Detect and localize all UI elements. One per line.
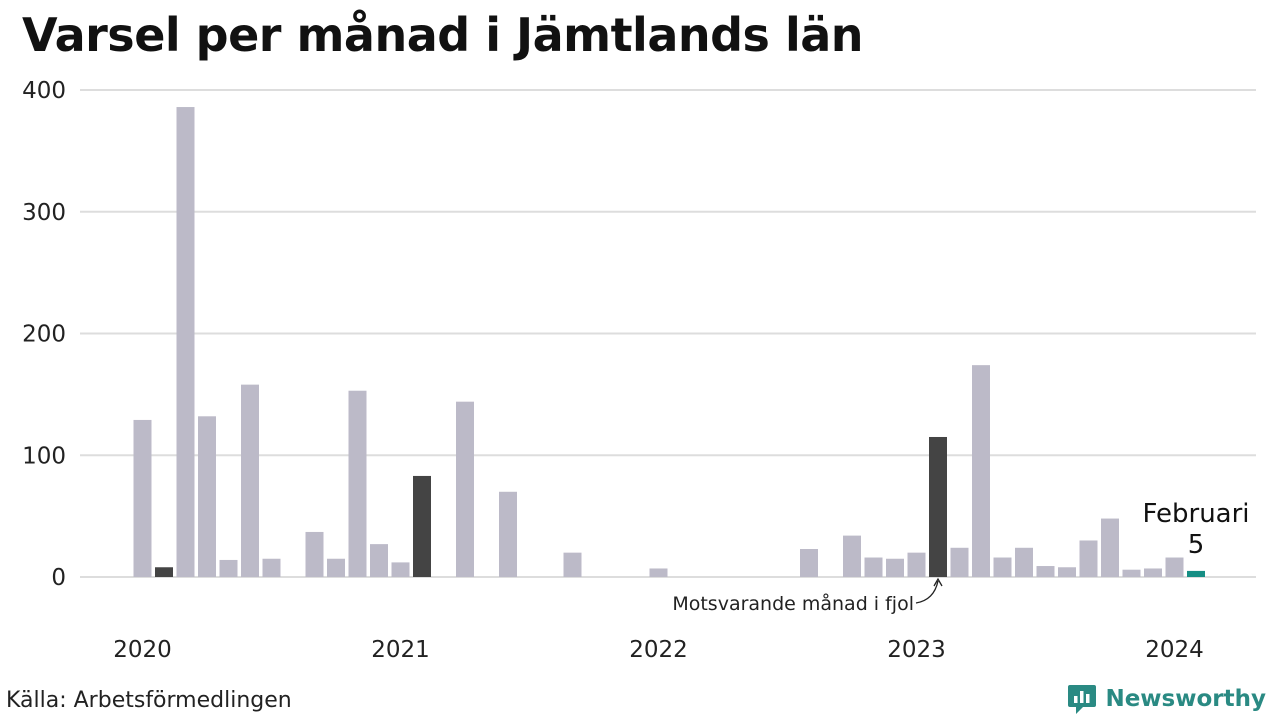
annotation-arrow-line xyxy=(915,580,939,604)
bar-2023-03 xyxy=(950,547,969,577)
x-tick-label: 2021 xyxy=(371,637,430,663)
bar-2020-09 xyxy=(305,531,324,577)
bar-2022-11 xyxy=(864,557,883,577)
x-tick-label: 2023 xyxy=(887,637,946,663)
bars xyxy=(133,107,1205,578)
bar-2023-04 xyxy=(972,365,990,577)
y-tick-label: 200 xyxy=(22,322,66,348)
x-axis-labels: 2020 2021 2022 2023 2024 xyxy=(113,637,1204,663)
bar-2021-06 xyxy=(499,491,517,577)
bar-2022-08 xyxy=(800,548,818,577)
brand-logo: Newsworthy xyxy=(1067,683,1266,715)
brand-name: Newsworthy xyxy=(1105,686,1266,712)
bar-2022-10 xyxy=(843,535,861,577)
y-tick-label: 400 xyxy=(22,78,66,104)
highlight-month-label: Februari xyxy=(1142,499,1249,529)
bar-2024-01 xyxy=(1165,557,1184,577)
bar-2020-11 xyxy=(348,390,367,577)
x-tick-label: 2020 xyxy=(113,637,172,663)
highlight-value-label: 5 xyxy=(1188,530,1205,560)
y-tick-label: 0 xyxy=(51,565,66,591)
source-text: Källa: Arbetsförmedlingen xyxy=(6,688,292,713)
bar-2023-07 xyxy=(1036,566,1055,577)
bar-2023-10 xyxy=(1101,518,1119,577)
bar-2021-02 xyxy=(413,475,431,577)
bar-2023-08 xyxy=(1058,567,1076,577)
bar-2023-01 xyxy=(907,552,926,577)
chart-title: Varsel per månad i Jämtlands län xyxy=(22,8,864,62)
bar-2020-02 xyxy=(155,567,173,577)
bar-2022-01 xyxy=(649,568,668,577)
bar-2024-02 xyxy=(1187,570,1205,577)
bar-2020-04 xyxy=(198,416,216,577)
x-tick-label: 2022 xyxy=(629,637,688,663)
x-tick-label: 2024 xyxy=(1145,637,1204,663)
bar-2023-06 xyxy=(1015,547,1033,577)
newsworthy-logo-icon xyxy=(1068,685,1097,714)
y-tick-label: 300 xyxy=(22,200,66,226)
bar-2023-12 xyxy=(1144,568,1162,577)
bar-2021-09 xyxy=(563,552,582,577)
y-tick-label: 100 xyxy=(22,443,66,469)
bar-2020-12 xyxy=(370,544,388,577)
annotation-arrow-head xyxy=(933,577,943,587)
bar-2023-11 xyxy=(1122,569,1141,577)
bar-2020-05 xyxy=(219,559,238,577)
bar-2020-06 xyxy=(241,384,259,577)
bar-2022-12 xyxy=(886,558,904,577)
bar-2020-10 xyxy=(327,558,345,577)
bar-2020-03 xyxy=(176,107,195,578)
bar-2023-02 xyxy=(929,436,947,577)
bar-2023-09 xyxy=(1079,540,1098,577)
bar-2020-07 xyxy=(262,558,281,577)
bar-2020-01 xyxy=(133,419,152,577)
bar-2021-04 xyxy=(456,401,474,577)
bar-2023-05 xyxy=(993,557,1012,577)
annotation-text: Motsvarande månad i fjol xyxy=(672,592,914,615)
y-axis-labels: 0 100 200 300 400 xyxy=(22,78,66,591)
bar-2021-01 xyxy=(391,562,410,577)
